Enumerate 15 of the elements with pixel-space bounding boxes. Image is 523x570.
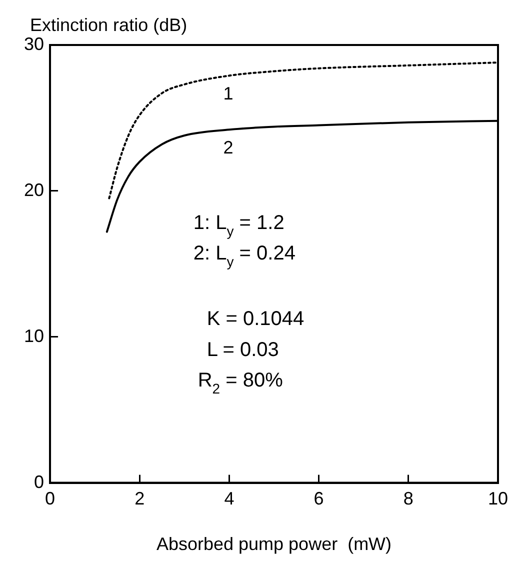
- annotation: L = 0.03: [206, 338, 279, 361]
- series-label: 2: [223, 138, 234, 158]
- x-tick-label: 10: [488, 488, 508, 509]
- x-tick-label: 8: [403, 488, 414, 509]
- y-tick-label: 10: [24, 326, 44, 346]
- y-axis-title: Extinction ratio (dB): [30, 15, 188, 35]
- x-tick-label: 4: [224, 488, 234, 509]
- y-tick-label: 0: [34, 472, 44, 492]
- x-tick-label: 6: [314, 488, 324, 509]
- series-label: 1: [223, 84, 234, 104]
- annotation: K = 0.1044: [206, 308, 304, 330]
- x-tick-label: 2: [134, 488, 145, 509]
- y-tick-label: 20: [24, 180, 44, 200]
- x-axis-title: Absorbed pump power (mW): [156, 534, 392, 554]
- y-tick-label: 30: [24, 34, 44, 54]
